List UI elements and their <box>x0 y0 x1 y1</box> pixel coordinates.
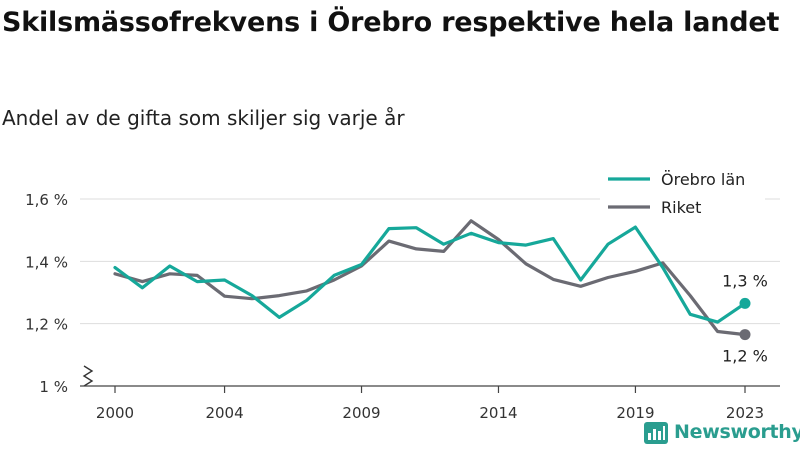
y-tick-label: 1,2 % <box>25 316 68 334</box>
x-tick-label: 2009 <box>342 404 380 422</box>
end-point <box>739 297 751 309</box>
x-tick-label: 2019 <box>616 404 654 422</box>
end-labels: 1,3 % 1,2 % <box>722 271 768 365</box>
brand-name: Newsworthy <box>674 421 800 443</box>
x-axis: 2000 2004 2009 2014 2019 2023 <box>80 385 780 422</box>
y-tick-label: 1 % <box>39 378 68 396</box>
x-tick-label: 2004 <box>205 404 243 422</box>
axis-break-icon <box>82 365 94 387</box>
y-axis: 1 % 1,2 % 1,4 % 1,6 % <box>25 191 94 396</box>
x-tick-label: 2023 <box>726 404 764 422</box>
end-label: 1,3 % <box>722 271 768 290</box>
brand: Newsworthy <box>644 419 800 445</box>
series-line-0 <box>113 225 747 324</box>
end-point <box>739 329 751 341</box>
y-tick-label: 1,6 % <box>25 191 68 209</box>
x-tick-label: 2000 <box>96 404 134 422</box>
newsworthy-logo-icon <box>644 422 668 444</box>
chart-title: Skilsmässofrekvens i Örebro respektive h… <box>2 7 780 38</box>
series-lines <box>113 219 751 341</box>
legend: Örebro län Riket <box>600 164 765 220</box>
y-tick-label: 1,4 % <box>25 253 68 271</box>
end-label: 1,2 % <box>722 347 768 366</box>
legend-box <box>600 164 765 220</box>
series-line-1 <box>113 219 747 337</box>
x-tick-label: 2014 <box>479 404 517 422</box>
legend-label: Riket <box>661 198 701 217</box>
legend-label: Örebro län <box>661 170 745 189</box>
chart-subtitle: Andel av de gifta som skiljer sig varje … <box>2 106 405 130</box>
